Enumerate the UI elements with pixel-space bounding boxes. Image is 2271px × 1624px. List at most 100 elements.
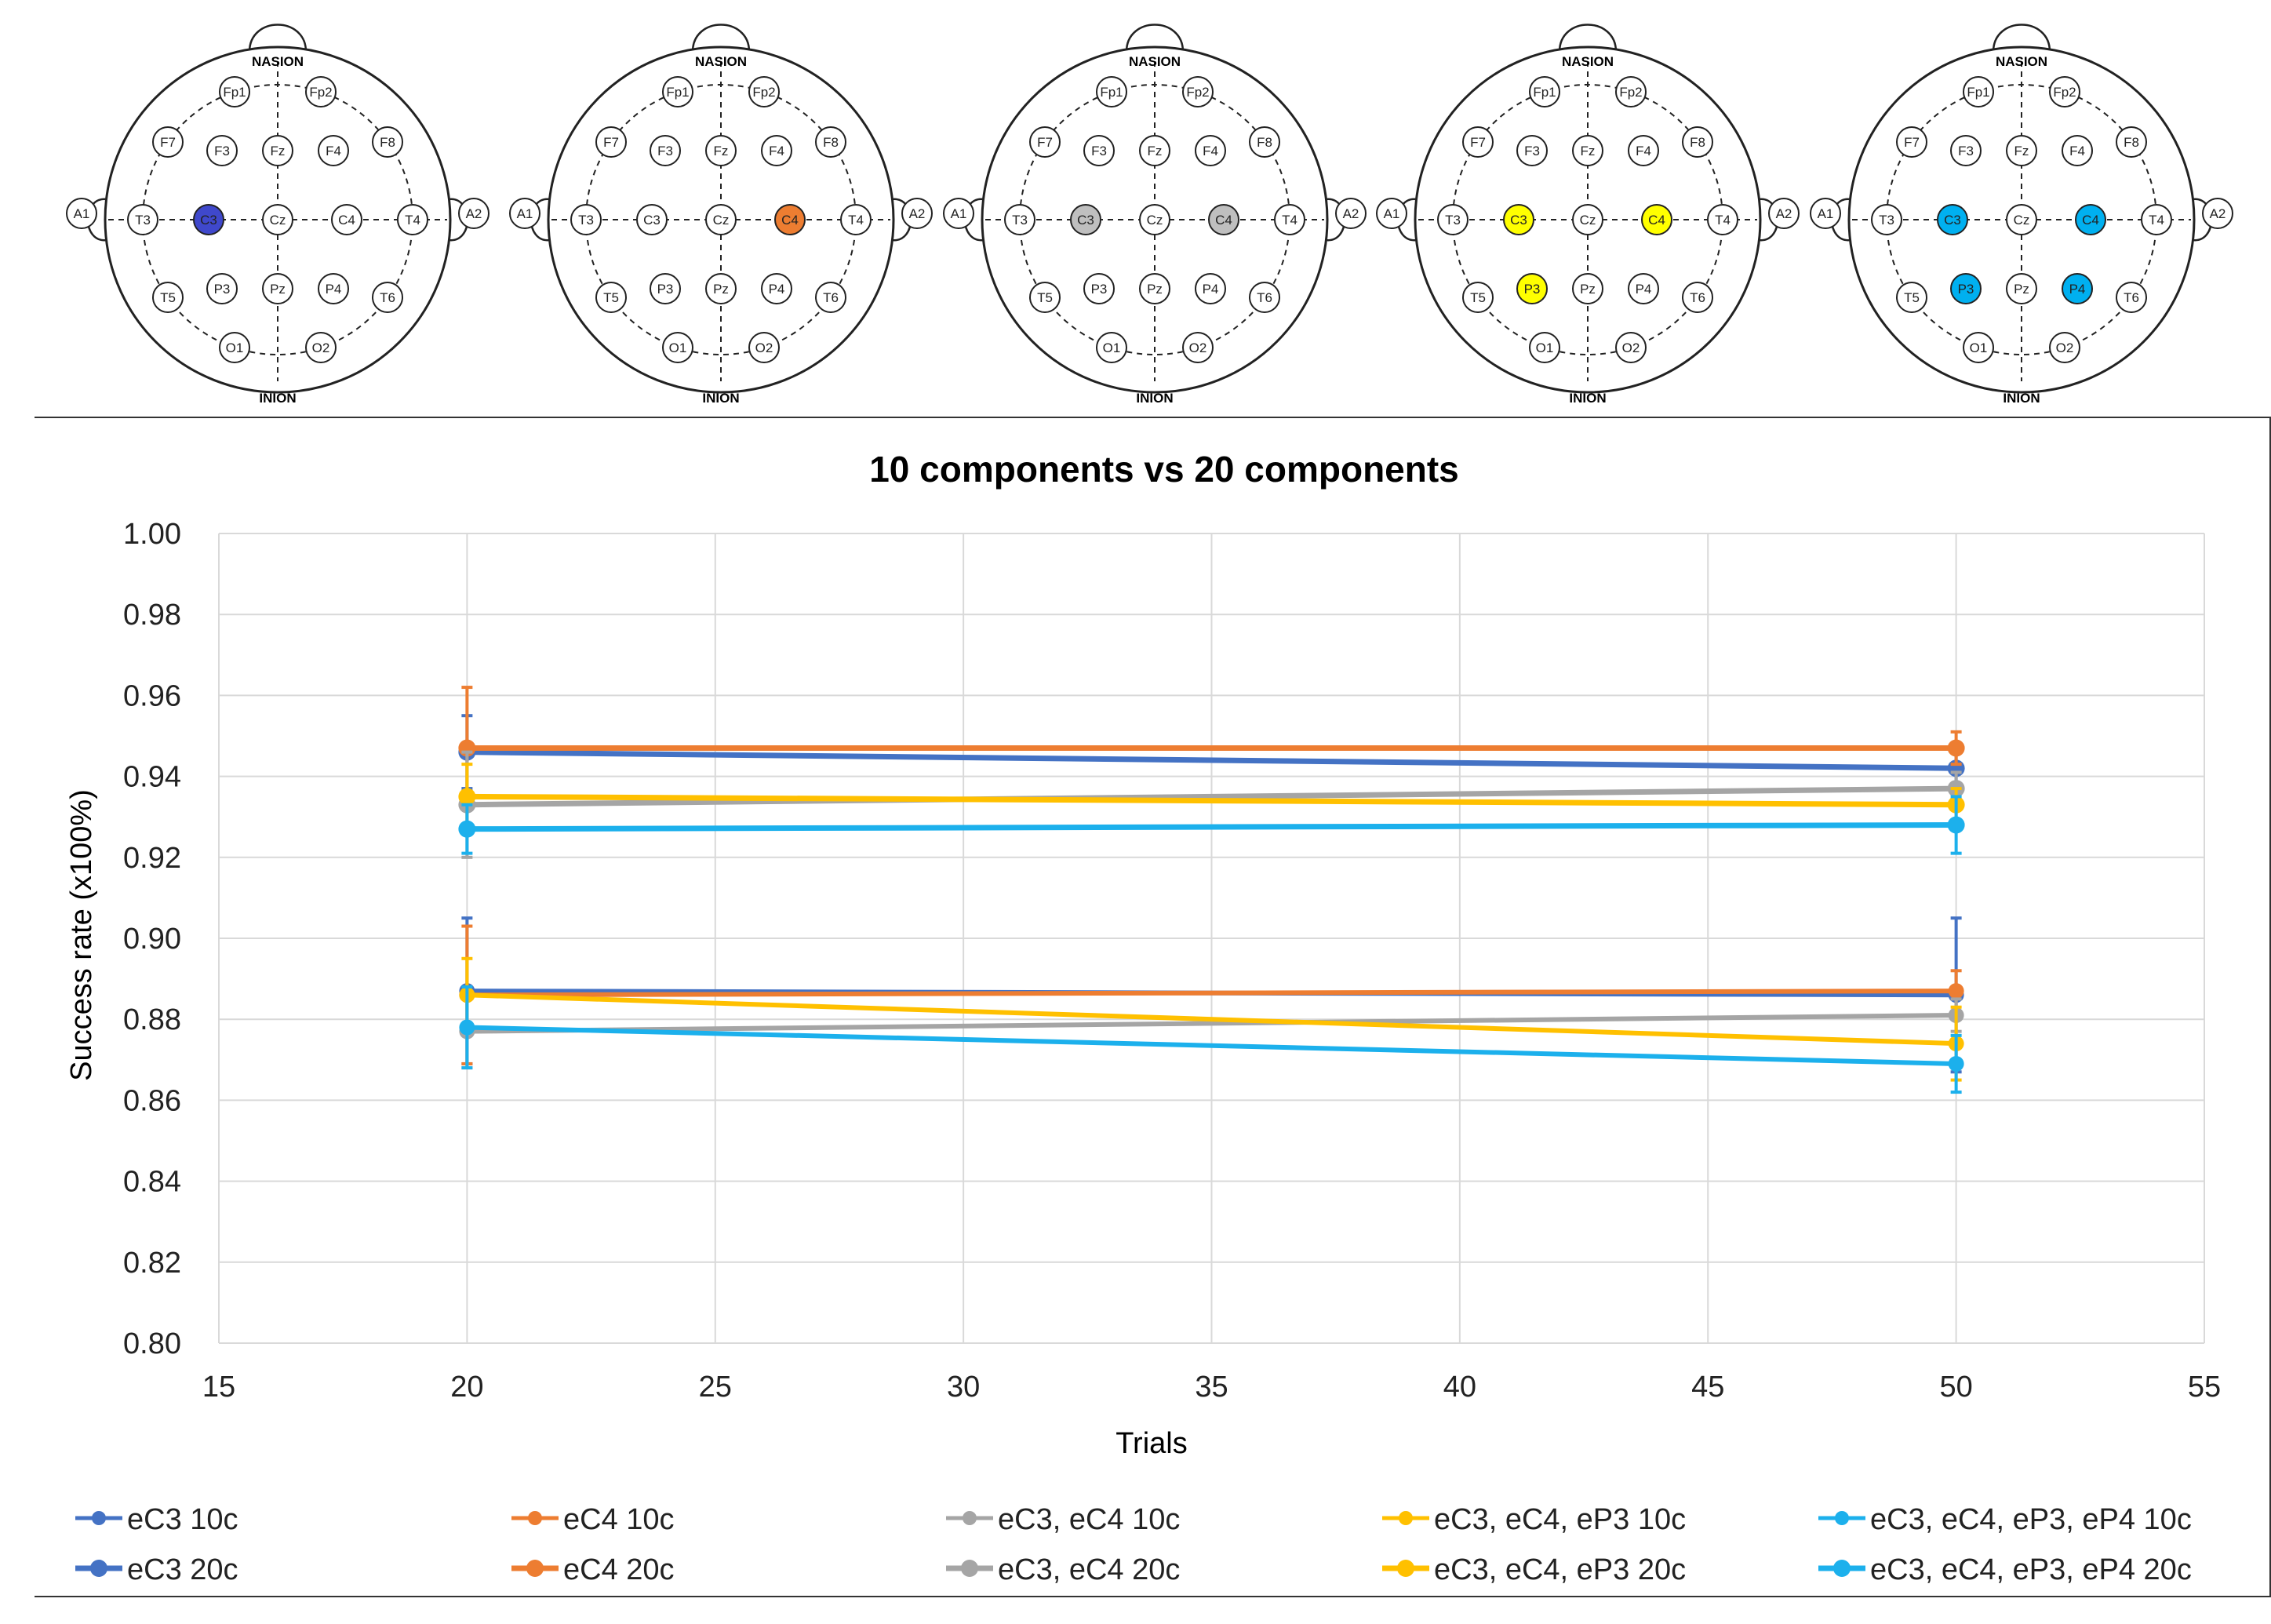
x-axis-label: Trials (1115, 1427, 1187, 1460)
electrode-label-p3: P3 (1091, 282, 1108, 297)
legend-marker-swatch (526, 1560, 544, 1577)
electrode-label-f7: F7 (1904, 135, 1920, 150)
electrode-label-c3: C3 (643, 213, 661, 228)
electrode-label-fp2: Fp2 (309, 85, 332, 100)
series-line (467, 989, 1956, 998)
electrode-label-f8: F8 (823, 135, 839, 150)
inion-label: INION (1569, 391, 1606, 406)
headmap-1: NASION INION Fp1 Fp2 F7 F3 Fz F4 F8 A1 T3 C3 Cz C4 T4 A… (66, 24, 490, 406)
electrode-c3 (1937, 204, 1968, 235)
electrode-f8 (815, 126, 846, 158)
y-tick-label: 0.82 (123, 1247, 181, 1280)
electrode-label-f4: F4 (326, 144, 341, 158)
legend-marker-swatch (963, 1511, 977, 1525)
electrode-label-f7: F7 (1470, 135, 1486, 150)
nose-shape (1992, 24, 2051, 53)
electrode-t6 (372, 282, 403, 313)
electrode-t6 (2116, 282, 2147, 313)
legend-label: eC3, eC4, eP3, eP4 20c (1870, 1553, 2192, 1586)
series-line (467, 1025, 1956, 1066)
electrode-label-pz: Pz (270, 282, 286, 297)
electrode-label-a1: A1 (951, 206, 967, 221)
electrode-label-c4: C4 (1648, 213, 1665, 228)
electrode-label-t5: T5 (1904, 290, 1920, 305)
electrode-f7 (1029, 126, 1061, 158)
legend-entry: eC3, eC4, eP3, eP4 10c (1818, 1503, 2192, 1536)
electrode-label-f8: F8 (380, 135, 395, 150)
electrode-label-t6: T6 (2124, 290, 2139, 305)
electrode-label-a1: A1 (1818, 206, 1834, 221)
electrode-f7 (152, 126, 184, 158)
electrode-a2 (1335, 198, 1367, 229)
electrode-c4 (774, 204, 806, 235)
electrode-label-f4: F4 (1203, 144, 1218, 158)
electrode-t5 (595, 282, 627, 313)
electrode-label-fp1: Fp1 (223, 85, 246, 100)
electrode-fz (705, 135, 737, 166)
legend-label: eC4 20c (563, 1553, 675, 1586)
electrode-label-f8: F8 (1690, 135, 1705, 150)
electrode-fp1 (662, 76, 693, 107)
electrode-cz (262, 204, 293, 235)
electrode-label-t5: T5 (603, 290, 619, 305)
electrode-fz (262, 135, 293, 166)
electrode-label-t6: T6 (823, 290, 839, 305)
electrode-c4 (1641, 204, 1672, 235)
electrode-label-o1: O1 (226, 340, 244, 355)
electrode-label-p3: P3 (1524, 282, 1541, 297)
electrode-fp1 (1963, 76, 1994, 107)
electrode-label-p4: P4 (769, 282, 785, 297)
legend-entry: eC4 10c (511, 1503, 675, 1536)
electrode-label-fp1: Fp1 (1533, 85, 1556, 100)
x-tick-label: 25 (699, 1371, 732, 1404)
electrode-t5 (1029, 282, 1061, 313)
electrode-pz (2006, 273, 2037, 304)
electrode-t4 (840, 204, 872, 235)
electrode-label-fp1: Fp1 (666, 85, 689, 100)
electrode-fp2 (1182, 76, 1214, 107)
electrode-o1 (1963, 332, 1994, 363)
electrode-fp1 (1529, 76, 1560, 107)
electrode-p4 (2062, 273, 2093, 304)
electrode-f7 (1896, 126, 1927, 158)
electrode-o2 (748, 332, 780, 363)
electrode-label-p3: P3 (657, 282, 674, 297)
legend-label: eC3 20c (127, 1553, 238, 1586)
electrode-t3 (1004, 204, 1035, 235)
electrode-label-f8: F8 (1257, 135, 1272, 150)
electrode-pz (705, 273, 737, 304)
electrode-f8 (1249, 126, 1280, 158)
y-tick-label: 0.94 (123, 761, 181, 794)
electrode-label-t4: T4 (848, 213, 864, 228)
electrode-t5 (1896, 282, 1927, 313)
inion-label: INION (259, 391, 296, 406)
electrode-label-o2: O2 (312, 340, 330, 355)
electrode-label-f3: F3 (1524, 144, 1540, 158)
electrode-a1 (943, 198, 974, 229)
electrode-label-cz: Cz (1580, 213, 1596, 228)
nose-shape (1558, 24, 1618, 53)
y-tick-label: 0.98 (123, 599, 181, 632)
electrode-label-a2: A2 (2210, 206, 2226, 221)
electrode-label-fz: Fz (714, 144, 729, 158)
legend-marker-swatch (528, 1511, 542, 1525)
series-ec3-ec4-ep3-ep4-20c (458, 795, 1965, 855)
electrode-label-t3: T3 (1879, 213, 1894, 228)
headmap-5: NASION INION Fp1 Fp2 F7 F3 Fz F4 F8 A1 T3 C3 Cz C4 T4 A… (1810, 24, 2233, 406)
legend-label: eC3, eC4 10c (998, 1503, 1180, 1536)
electrode-label-t3: T3 (1012, 213, 1028, 228)
electrode-p3 (1516, 273, 1548, 304)
electrode-t5 (1462, 282, 1494, 313)
electrode-label-a1: A1 (74, 206, 90, 221)
x-tick-label: 20 (450, 1371, 483, 1404)
electrode-f4 (1195, 135, 1226, 166)
x-tick-label: 55 (2188, 1371, 2221, 1404)
electrode-o1 (219, 332, 250, 363)
electrode-t3 (1437, 204, 1469, 235)
electrode-p4 (761, 273, 792, 304)
electrode-label-t3: T3 (1445, 213, 1461, 228)
x-tick-label: 40 (1443, 1371, 1476, 1404)
electrode-c4 (2075, 204, 2106, 235)
data-point (1947, 739, 1965, 757)
electrode-a1 (66, 198, 97, 229)
